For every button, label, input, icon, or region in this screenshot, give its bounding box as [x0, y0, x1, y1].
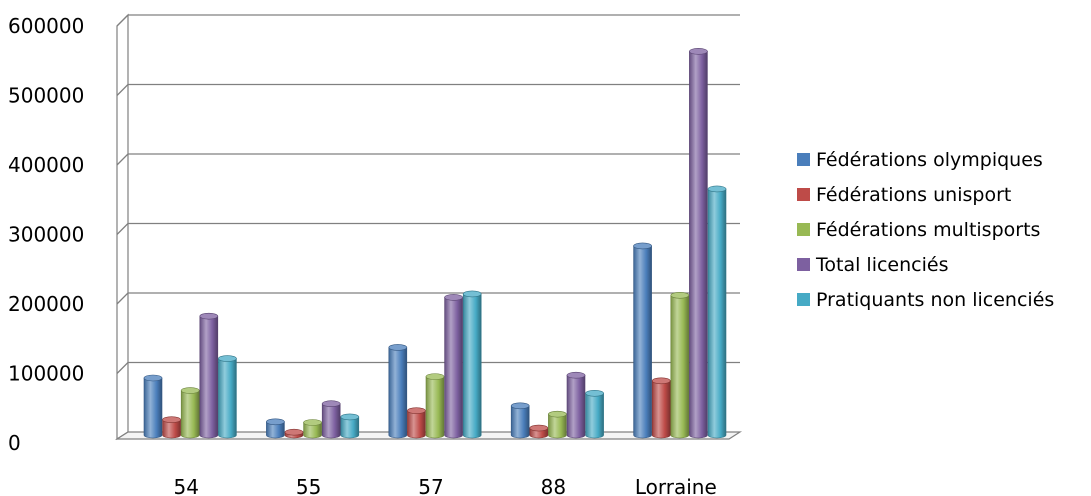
bar-top [218, 355, 237, 362]
bar [321, 403, 341, 439]
gridline-connector [116, 223, 129, 235]
bar-top [425, 373, 445, 380]
bar [218, 358, 237, 439]
legend-swatch [797, 223, 810, 236]
gridline-connector [116, 84, 129, 96]
bar [143, 377, 163, 439]
legend-swatch [797, 153, 810, 166]
y-tick-label: 200000 [8, 292, 84, 316]
bar-top [321, 400, 341, 408]
bar-top [510, 402, 530, 410]
bar [444, 297, 463, 439]
x-tick-label: 88 [541, 475, 566, 496]
legend-label: Fédérations unisport [816, 184, 1011, 206]
x-tick-label: 57 [418, 475, 443, 496]
legend: Fédérations olympiques Fédérations unispo… [797, 149, 1054, 311]
bar [388, 347, 408, 439]
bar [651, 380, 671, 439]
bar-top [143, 374, 163, 382]
bar [425, 376, 445, 439]
bar-top [651, 377, 671, 385]
bar-top [689, 48, 708, 55]
bars [143, 48, 727, 439]
y-tick-label: 400000 [8, 153, 84, 177]
bar [303, 422, 322, 439]
gridline-connector [116, 153, 129, 166]
legend-swatch [797, 258, 810, 271]
gridline-connector [116, 14, 129, 27]
bar [566, 374, 586, 439]
bar-top [566, 371, 586, 379]
bar-top [388, 344, 408, 351]
legend-label: Total licenciés [815, 254, 948, 276]
y-axis-tick-labels: 0 100000 200000 300000 400000 500000 600000 [8, 14, 84, 455]
y-tick-label: 300000 [8, 223, 84, 247]
bar-top [407, 407, 426, 414]
legend-swatch [797, 188, 810, 201]
y-tick-label: 0 [8, 431, 21, 455]
gridline-connector [116, 362, 129, 374]
bar [707, 188, 727, 439]
x-axis-tick-labels: 54 55 57 88 Lorraine [173, 475, 716, 496]
bar-top [633, 242, 652, 250]
bar-top [180, 387, 200, 394]
bar [340, 416, 360, 439]
y-tick-label: 600000 [8, 14, 84, 38]
bar-top [529, 424, 549, 432]
bar-top [444, 294, 463, 301]
x-tick-label: 55 [296, 475, 321, 496]
x-tick-label: Lorraine [635, 475, 717, 496]
y-tick-label: 500000 [8, 84, 84, 108]
side-wall [116, 13, 129, 441]
bar [510, 405, 530, 439]
bar [633, 245, 652, 439]
bar [585, 393, 604, 439]
legend-label: Pratiquants non licenciés [816, 289, 1054, 311]
bar-top [266, 418, 285, 426]
bar-top [284, 428, 304, 436]
legend-label: Fédérations olympiques [816, 149, 1043, 171]
bar-top [199, 312, 219, 320]
y-tick-label: 100000 [8, 362, 84, 386]
bar-top [303, 419, 322, 426]
bar [670, 295, 690, 439]
bar [180, 390, 200, 439]
bar [199, 315, 219, 439]
legend-swatch [797, 293, 810, 306]
bar [548, 413, 567, 439]
x-tick-label: 54 [173, 475, 198, 496]
bar-top [585, 389, 604, 397]
bar-top [707, 185, 727, 193]
bar [407, 410, 426, 439]
bar-top [462, 290, 482, 298]
bar [162, 419, 181, 439]
legend-label: Fédérations multisports [816, 219, 1040, 241]
gridline-connector [116, 292, 129, 305]
bar-top [162, 416, 181, 424]
bar [462, 293, 482, 439]
bar [266, 421, 285, 439]
bar-top [670, 292, 690, 299]
bar [689, 51, 708, 439]
bar-top [340, 413, 360, 421]
bar-top [548, 410, 567, 418]
